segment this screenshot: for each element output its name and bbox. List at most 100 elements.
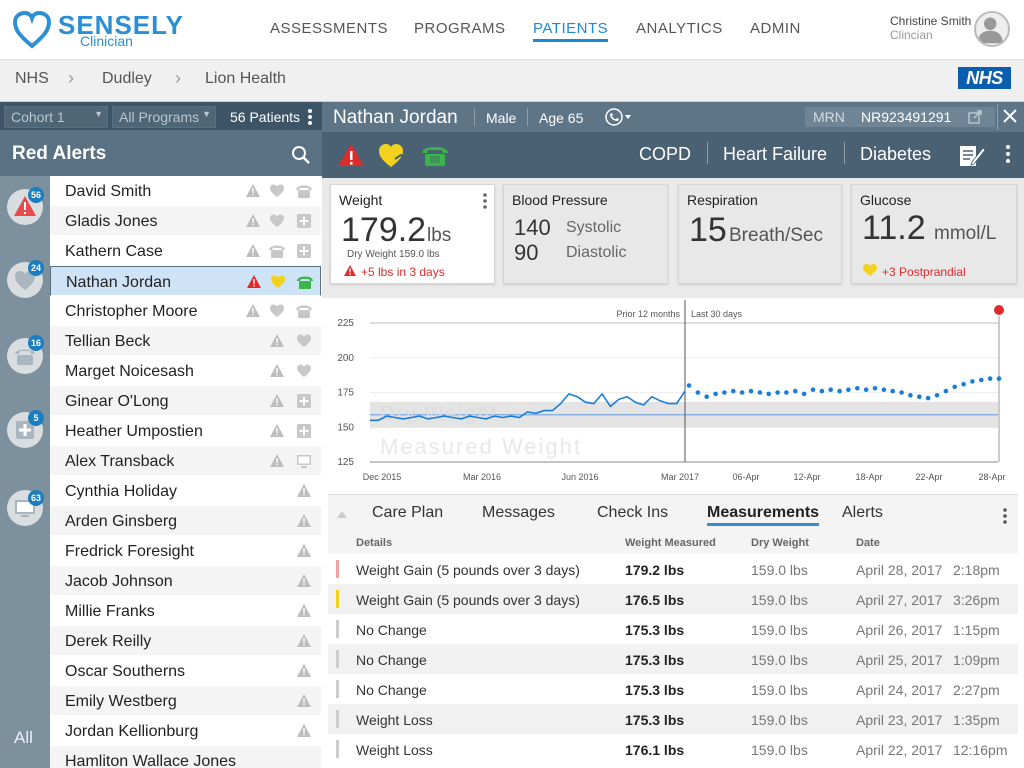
nav-admin[interactable]: ADMIN [750, 20, 801, 37]
condition-diabetes[interactable]: Diabetes [860, 144, 932, 164]
avatar[interactable] [974, 11, 1010, 47]
rail-heart-filter[interactable] [7, 262, 43, 298]
col-details[interactable]: Details [356, 537, 393, 549]
patient-list-item[interactable]: Jordan Kellionburg [50, 716, 321, 746]
breadcrumb-lion-health[interactable]: Lion Health [205, 70, 286, 87]
data-point[interactable] [881, 387, 887, 392]
patient-list-item[interactable]: Alex Transback [50, 446, 321, 476]
data-point[interactable] [996, 376, 1002, 381]
data-point[interactable] [872, 386, 878, 391]
patient-list-item[interactable]: Derek Reilly [50, 626, 321, 656]
tab-check-ins[interactable]: Check Ins [597, 504, 669, 521]
patient-list-item[interactable]: Oscar Southerns [50, 656, 321, 686]
blood-pressure-card[interactable]: Blood Pressure 140 Systolic 90 Diastolic [503, 184, 668, 284]
data-point[interactable] [863, 387, 869, 392]
data-point[interactable] [686, 383, 692, 388]
current-alert-marker[interactable] [994, 305, 1004, 315]
data-point[interactable] [917, 394, 922, 399]
weight-card[interactable]: Weight 179.2 lbs Dry Weight 159.0 lbs +5… [330, 184, 495, 284]
kebab-menu-icon[interactable] [1005, 144, 1011, 164]
phone-icon[interactable] [421, 142, 449, 168]
heart-icon[interactable] [377, 141, 407, 169]
close-icon[interactable] [1003, 109, 1017, 123]
data-point[interactable] [987, 376, 993, 381]
data-point[interactable] [775, 390, 780, 395]
data-point[interactable] [784, 390, 789, 395]
breadcrumb-dudley[interactable]: Dudley [102, 70, 152, 87]
search-icon[interactable] [291, 145, 311, 165]
data-point[interactable] [819, 388, 825, 394]
kebab-menu-icon[interactable] [1002, 508, 1008, 524]
data-point[interactable] [695, 390, 701, 395]
condition-heart-failure[interactable]: Heart Failure [723, 144, 828, 164]
respiration-card[interactable]: Respiration 15 Breath/Sec [678, 184, 842, 284]
patient-list-item[interactable]: Tellian Beck [50, 326, 321, 356]
breadcrumb-nhs[interactable]: NHS [15, 70, 49, 87]
rail-all-filter[interactable]: All [14, 728, 33, 747]
patient-list-item[interactable]: Kathern Case [50, 236, 321, 266]
glucose-card[interactable]: Glucose 11.2 mmol/L +3 Postprandial [851, 184, 1017, 284]
data-point[interactable] [837, 388, 842, 394]
data-point[interactable] [810, 387, 816, 392]
tab-measurements[interactable]: Measurements [707, 504, 820, 526]
data-point[interactable] [828, 387, 833, 392]
alert-triangle-icon[interactable] [337, 142, 365, 168]
patient-list-item[interactable]: Nathan Jordan [50, 266, 321, 296]
table-row[interactable]: Weight Gain (5 pounds over 3 days) 179.2 … [328, 554, 1018, 584]
external-link-icon[interactable] [968, 110, 982, 124]
patient-list-item[interactable]: Marget Noicesash [50, 356, 321, 386]
data-point[interactable] [961, 381, 966, 387]
nav-analytics[interactable]: ANALYTICS [636, 20, 723, 37]
data-point[interactable] [801, 391, 807, 397]
patient-list-item[interactable]: Millie Franks [50, 596, 321, 626]
data-point[interactable] [979, 377, 984, 383]
table-row[interactable]: No Change 175.3 lbs 159.0 lbs April 24, 201… [328, 674, 1018, 704]
data-point[interactable] [739, 390, 745, 395]
data-point[interactable] [793, 388, 798, 394]
patient-list-item[interactable]: Jacob Johnson [50, 566, 321, 596]
tab-messages[interactable]: Messages [482, 504, 555, 521]
data-point[interactable] [899, 390, 904, 395]
nav-assessments[interactable]: ASSESSMENTS [270, 20, 389, 37]
sensely-logo-icon[interactable] [12, 10, 52, 50]
data-point[interactable] [757, 390, 763, 395]
tab-alerts[interactable]: Alerts [842, 504, 883, 521]
patient-list-item[interactable]: Hamliton Wallace Jones [50, 746, 321, 768]
table-row[interactable]: Weight Loss 175.3 lbs 159.0 lbs April 23, 2… [328, 704, 1018, 734]
patient-list-item[interactable]: Cynthia Holiday [50, 476, 321, 506]
col-dry-weight[interactable]: Dry Weight [751, 537, 809, 549]
collapse-up-icon[interactable] [336, 509, 348, 519]
data-point[interactable] [934, 393, 940, 398]
data-point[interactable] [952, 384, 957, 390]
patient-list-item[interactable]: Christopher Moore [50, 296, 321, 326]
data-point[interactable] [731, 388, 736, 394]
data-point[interactable] [846, 387, 851, 392]
edit-notes-icon[interactable] [958, 142, 986, 168]
patient-list-item[interactable]: David Smith [50, 176, 321, 206]
patient-list-item[interactable]: Fredrick Foresight [50, 536, 321, 566]
data-point[interactable] [943, 388, 949, 394]
patient-list-item[interactable]: Gladis Jones [50, 206, 321, 236]
programs-select[interactable]: All Programs ▼ [112, 106, 216, 128]
table-row[interactable]: Weight Loss 176.1 lbs 159.0 lbs April 22, 2… [328, 734, 1018, 764]
data-point[interactable] [855, 386, 860, 391]
table-row[interactable]: No Change 175.3 lbs 159.0 lbs April 26, 201… [328, 614, 1018, 644]
data-point[interactable] [908, 393, 913, 398]
table-row[interactable]: Weight Gain (5 pounds over 3 days) 176.5 … [328, 584, 1018, 614]
data-point[interactable] [748, 388, 754, 394]
data-point[interactable] [766, 391, 771, 397]
patient-list-item[interactable]: Ginear O'Long [50, 386, 321, 416]
data-point[interactable] [722, 390, 727, 395]
data-point[interactable] [704, 394, 709, 399]
patient-list-item[interactable]: Arden Ginsberg [50, 506, 321, 536]
weight-chart[interactable]: 225 200 175 150 125 Dry Weight Measured Weig… [322, 298, 1024, 494]
kebab-menu-icon[interactable] [482, 193, 488, 209]
data-point[interactable] [970, 379, 975, 384]
table-row[interactable]: No Change 175.3 lbs 159.0 lbs April 25, 201… [328, 644, 1018, 674]
condition-copd[interactable]: COPD [639, 144, 692, 164]
patient-list-item[interactable]: Heather Umpostien [50, 416, 321, 446]
col-date[interactable]: Date [856, 537, 880, 549]
call-dropdown-icon[interactable] [604, 107, 634, 127]
nav-programs[interactable]: PROGRAMS [414, 20, 506, 37]
patient-list-item[interactable]: Emily Westberg [50, 686, 321, 716]
